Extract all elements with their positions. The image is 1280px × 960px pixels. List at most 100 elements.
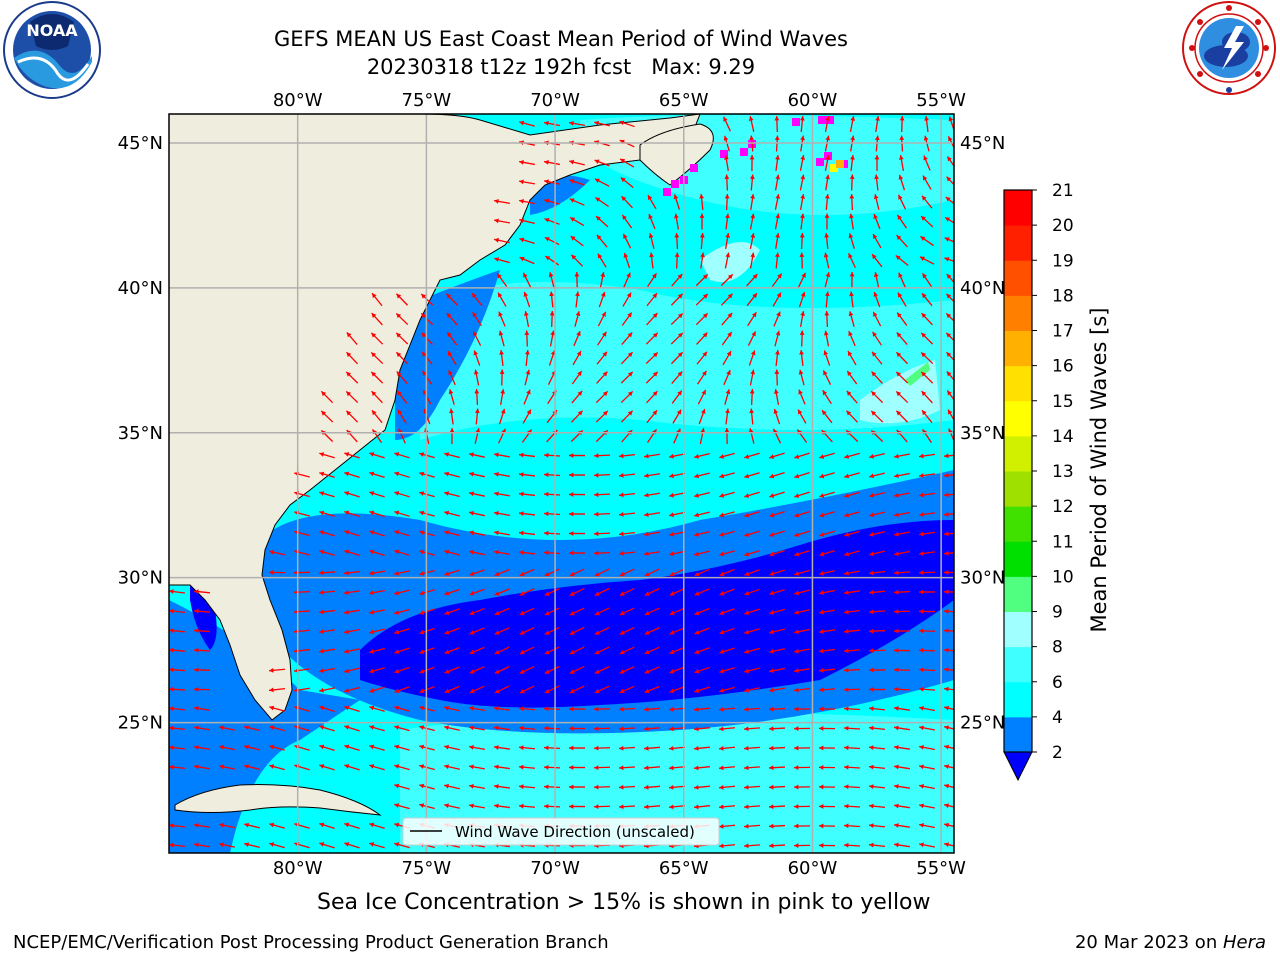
wind-wave-arrowhead xyxy=(519,706,524,712)
wind-wave-arrowhead xyxy=(897,312,902,318)
wind-wave-arrowhead xyxy=(944,257,950,262)
wind-wave-arrowhead xyxy=(194,628,199,634)
wind-wave-arrowhead xyxy=(669,531,674,537)
wind-wave-arrowhead xyxy=(773,408,779,414)
wind-wave-arrowhead xyxy=(523,291,529,297)
wind-wave-arrowhead xyxy=(719,765,724,771)
wind-wave-arrowhead xyxy=(494,649,500,655)
wind-wave-arrowhead xyxy=(569,784,574,790)
wind-wave-arrowhead xyxy=(369,764,375,769)
wind-wave-arrowhead xyxy=(719,804,724,810)
wind-wave-arrowhead xyxy=(744,843,749,849)
wind-wave-arrowhead xyxy=(627,371,633,377)
wind-wave-arrowhead xyxy=(595,197,601,202)
wind-wave-arrowhead xyxy=(669,745,674,751)
wind-wave-arrowhead xyxy=(544,159,549,165)
wind-wave-arrowhead xyxy=(774,252,780,258)
wind-wave-arrowhead xyxy=(548,272,554,278)
wind-wave-arrowhead xyxy=(776,311,781,317)
wind-wave-arrowhead xyxy=(419,688,425,694)
wind-wave-arrowhead xyxy=(819,473,825,479)
wind-wave-arrowhead xyxy=(873,291,879,297)
wind-wave-arrowhead xyxy=(371,332,377,338)
wind-wave-arrowhead xyxy=(844,493,850,498)
wind-wave-arrowhead xyxy=(819,706,824,712)
wind-wave-arrowhead xyxy=(319,491,325,496)
wind-wave-arrowhead xyxy=(894,706,899,711)
wind-wave-arrowhead xyxy=(444,549,450,555)
wind-wave-arrowhead xyxy=(677,273,683,279)
wind-wave-arrowhead xyxy=(396,313,402,319)
wind-wave-arrowhead xyxy=(824,213,830,218)
wind-wave-arrowhead xyxy=(921,216,926,221)
wind-wave-arrowhead xyxy=(673,194,679,200)
wind-wave-arrowhead xyxy=(749,135,755,141)
wind-wave-arrowhead xyxy=(194,745,199,750)
wind-wave-arrowhead xyxy=(619,511,624,517)
wind-wave-arrowhead xyxy=(794,512,800,518)
wind-wave-arrowhead xyxy=(669,726,674,732)
wind-wave-arrowhead xyxy=(519,237,525,243)
wind-wave-arrowhead xyxy=(319,764,325,769)
wind-wave-arrowhead xyxy=(944,783,950,789)
wind-wave-arrowhead xyxy=(544,803,549,809)
wind-wave-arrowhead xyxy=(694,745,699,751)
wind-wave-arrowhead xyxy=(694,706,699,712)
wind-wave-arrowhead xyxy=(319,530,325,535)
wind-wave-arrowhead xyxy=(919,609,924,614)
wind-wave-arrowhead xyxy=(449,408,454,414)
wind-wave-arrowhead xyxy=(677,371,683,377)
wind-wave-arrowhead xyxy=(774,369,780,374)
wind-wave-arrowhead xyxy=(794,609,799,615)
wind-wave-arrowhead xyxy=(846,390,852,396)
wind-wave-arrowhead xyxy=(769,473,775,479)
wind-wave-arrowhead xyxy=(448,370,453,376)
wind-wave-arrowhead xyxy=(844,687,849,693)
wind-wave-arrowhead xyxy=(669,473,674,479)
wind-wave-arrowhead xyxy=(869,531,875,537)
wind-wave-arrowhead xyxy=(519,159,524,165)
sea-ice-note: Sea Ice Concentration > 15% is shown in … xyxy=(317,890,931,915)
wind-wave-arrowhead xyxy=(575,311,581,317)
wind-wave-arrowhead xyxy=(819,804,824,809)
wind-wave-arrowhead xyxy=(874,155,880,160)
wind-wave-arrowhead xyxy=(744,629,750,635)
wind-wave-arrowhead xyxy=(619,531,624,537)
wind-wave-arrowhead xyxy=(369,688,375,693)
wind-wave-arrowhead xyxy=(919,744,924,750)
wind-wave-arrowhead xyxy=(544,179,549,185)
colorbar-tick-label: 20 xyxy=(1052,216,1074,236)
wind-wave-arrowhead xyxy=(944,550,949,556)
wind-wave-arrowhead xyxy=(794,687,799,693)
wind-wave-arrowhead xyxy=(719,493,725,498)
wind-wave-arrowhead xyxy=(544,217,550,223)
wind-wave-arrowhead xyxy=(499,369,505,374)
wind-wave-arrowhead xyxy=(648,214,653,220)
wind-wave-arrowhead xyxy=(873,234,878,240)
wind-wave-arrowhead xyxy=(919,647,924,653)
wind-wave-arrowhead xyxy=(744,532,750,537)
wind-wave-arrowhead xyxy=(219,725,224,731)
wind-wave-arrowhead xyxy=(822,390,828,396)
wind-wave-arrowhead xyxy=(819,745,824,751)
wind-wave-arrowhead xyxy=(894,803,899,809)
wind-wave-arrowhead xyxy=(544,688,550,694)
colorbar: 2 4 6 8 9 10 11 12 13 14 15 16 17 18 19 20 21 xyxy=(1003,181,1074,782)
wind-wave-arrowhead xyxy=(371,410,377,416)
wind-wave-arrowhead xyxy=(469,471,474,477)
wind-wave-arrowhead xyxy=(269,667,274,673)
wind-wave-arrowhead xyxy=(544,530,549,536)
wind-wave-arrowhead xyxy=(894,531,899,537)
wind-wave-arrowhead xyxy=(169,589,174,594)
wind-wave-arrowhead xyxy=(844,842,849,848)
wind-wave-arrowhead xyxy=(619,139,625,145)
wind-wave-arrowhead xyxy=(494,199,499,204)
wind-wave-arrowhead xyxy=(669,551,674,557)
wind-wave-arrowhead xyxy=(647,195,653,201)
wind-wave-arrowhead xyxy=(694,726,699,732)
wind-wave-arrowhead xyxy=(844,745,849,751)
wind-wave-arrowhead xyxy=(544,610,550,616)
wind-wave-arrowhead xyxy=(394,822,400,828)
wind-wave-arrowhead xyxy=(344,590,349,595)
wind-wave-arrowhead xyxy=(575,291,580,297)
